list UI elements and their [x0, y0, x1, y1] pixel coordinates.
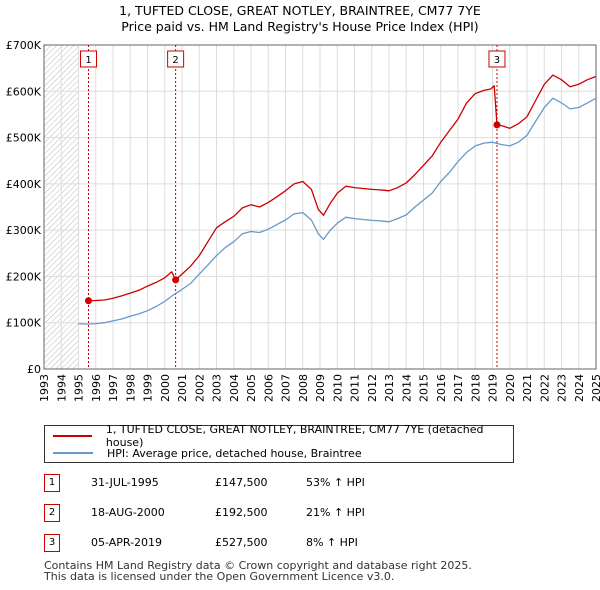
series-line-hpi — [78, 97, 597, 325]
x-tick-label: 2024 — [573, 374, 586, 402]
sale-row: 2 18-AUG-2000 £192,500 21% ↑ HPI — [44, 504, 600, 522]
sale-label-box — [80, 50, 98, 68]
x-tick-label: 2013 — [383, 374, 396, 402]
sale-label-number: 2 — [172, 55, 178, 66]
chart-title-block: 1, TUFTED CLOSE, GREAT NOTLEY, BRAINTREE… — [0, 3, 600, 35]
x-tick-label: 2018 — [469, 374, 482, 402]
footer: Contains HM Land Registry data © Crown c… — [44, 560, 472, 582]
sale-label-number: 1 — [85, 55, 91, 66]
x-tick-label: 2016 — [435, 374, 448, 402]
x-tick-label: 2000 — [159, 374, 172, 402]
legend-label-property: 1, TUFTED CLOSE, GREAT NOTLEY, BRAINTREE… — [105, 423, 484, 449]
x-tick-label: 2002 — [193, 374, 206, 402]
x-tick-label: 2012 — [366, 374, 379, 402]
y-tick-label: £500K — [6, 132, 42, 145]
x-tick-label: 2022 — [538, 374, 551, 402]
x-tick-label: 2023 — [556, 374, 569, 402]
sale-date: 18-AUG-2000 — [91, 506, 165, 519]
chart-subtitle: Price paid vs. HM Land Registry's House … — [121, 19, 479, 34]
x-tick-label: 2005 — [245, 374, 258, 402]
x-tick-label: 2021 — [521, 374, 534, 402]
sale-label-box — [488, 50, 506, 68]
legend-item-property: 1, TUFTED CLOSE, GREAT NOTLEY, BRAINTREE… — [53, 423, 513, 449]
chart-title: 1, TUFTED CLOSE, GREAT NOTLEY, BRAINTREE… — [119, 3, 481, 18]
y-tick-label: £600K — [6, 85, 42, 98]
sale-hpi-change: 21% ↑ HPI — [306, 506, 365, 519]
sale-point — [85, 297, 93, 305]
sale-price: £147,500 — [215, 476, 268, 489]
x-tick-label: 1998 — [124, 374, 137, 402]
price-chart: 1993 1994 1995 1996 1997 1998 1999 2000 2001 2002… — [6, 39, 600, 402]
y-tick-label: £300K — [6, 224, 42, 237]
x-tick-label: 2010 — [331, 374, 344, 402]
sale-date: 31-JUL-1995 — [91, 476, 159, 489]
sale-number-badge: 1 — [44, 474, 60, 492]
series-line-property — [88, 74, 597, 302]
y-tick-label: £0 — [27, 363, 41, 376]
sale-price: £527,500 — [215, 536, 268, 549]
y-tick-label: £200K — [6, 270, 42, 283]
sale-date: 05-APR-2019 — [91, 536, 163, 549]
y-tick-label: £100K — [6, 317, 42, 330]
plot-frame — [43, 44, 597, 370]
x-tick-label: 1999 — [142, 374, 155, 402]
x-tick-label: 2001 — [176, 374, 189, 402]
legend-label-hpi: HPI: Average price, detached house, Brai… — [107, 446, 362, 460]
x-tick-label: 1995 — [73, 374, 86, 402]
x-tick-label: 2008 — [297, 374, 310, 402]
x-tick-label: 2017 — [452, 374, 465, 402]
footer-copyright: Contains HM Land Registry data © Crown c… — [44, 559, 472, 572]
sale-point — [172, 276, 180, 284]
legend-item-hpi: HPI: Average price, detached house, Brai… — [53, 445, 362, 461]
sale-row: 1 31-JUL-1995 £147,500 53% ↑ HPI — [44, 474, 600, 492]
x-tick-label: 2003 — [211, 374, 224, 402]
x-tick-label: 1994 — [55, 374, 68, 402]
sale-label-number: 3 — [494, 55, 500, 66]
x-tick-label: 1996 — [90, 374, 103, 402]
x-tick-label: 2004 — [228, 374, 241, 402]
x-tick-label: 2015 — [418, 374, 431, 402]
x-tick-label: 2011 — [349, 374, 362, 402]
x-tick-label: 2019 — [487, 374, 500, 402]
x-tick-label: 2007 — [280, 374, 293, 402]
sale-price: £192,500 — [215, 506, 268, 519]
y-tick-label: £700K — [6, 39, 42, 52]
sale-point — [493, 121, 501, 129]
x-tick-label: 1993 — [38, 374, 51, 402]
x-tick-label: 2025 — [590, 374, 600, 402]
sale-hpi-change: 8% ↑ HPI — [306, 536, 358, 549]
x-tick-label: 1997 — [107, 374, 120, 402]
x-tick-label: 2020 — [504, 374, 517, 402]
sale-number-badge: 2 — [44, 504, 60, 522]
x-tick-label: 2009 — [314, 374, 327, 402]
x-tick-label: 2006 — [262, 374, 275, 402]
legend-swatch-property — [53, 435, 92, 437]
sale-label-box — [167, 50, 185, 68]
chart-legend: 1, TUFTED CLOSE, GREAT NOTLEY, BRAINTREE… — [44, 423, 514, 463]
x-tick-label: 2014 — [400, 374, 413, 402]
legend-swatch-hpi — [53, 452, 93, 454]
sale-row: 3 05-APR-2019 £527,500 8% ↑ HPI — [44, 534, 600, 552]
sale-number-badge: 3 — [44, 534, 60, 552]
y-tick-label: £400K — [6, 178, 42, 191]
footer-licence: This data is licensed under the Open Gov… — [44, 570, 395, 583]
sale-hpi-change: 53% ↑ HPI — [306, 476, 365, 489]
